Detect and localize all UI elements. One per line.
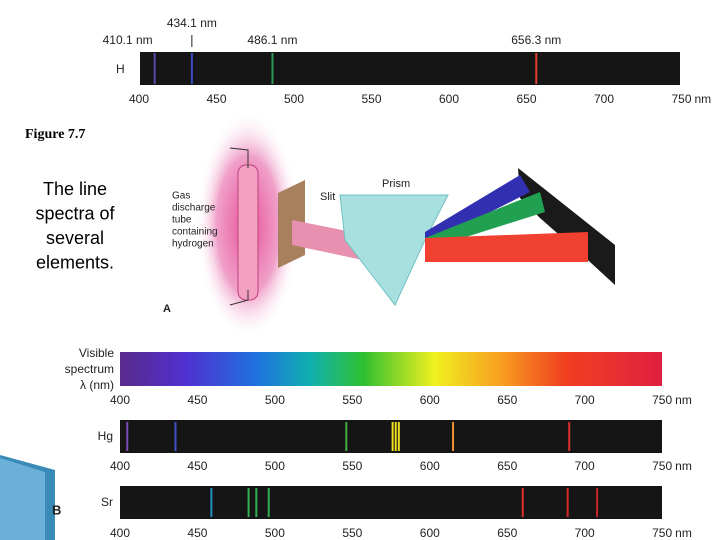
- axis-tick-label: 750: [652, 459, 672, 473]
- element-label: Hg: [98, 429, 113, 443]
- caption-line: several: [46, 228, 104, 248]
- axis-tick-label: 450: [206, 92, 226, 106]
- axis-tick-label: 500: [265, 393, 285, 407]
- axis-unit: nm: [675, 393, 692, 407]
- tube-label: Gas: [172, 191, 190, 202]
- line-label: 486.1 nm: [247, 33, 297, 47]
- element-label: Sr: [101, 495, 113, 509]
- axis-tick-label: 500: [265, 526, 285, 540]
- green-beam: [425, 192, 545, 250]
- axis-tick-label: 650: [497, 459, 517, 473]
- axis-tick-label: 600: [420, 459, 440, 473]
- axis-tick-label: 550: [342, 526, 362, 540]
- light-beam: [292, 220, 372, 262]
- axis-tick-label: 700: [575, 526, 595, 540]
- axis-tick-label: 750: [652, 526, 672, 540]
- axis-tick-label: 500: [265, 459, 285, 473]
- axis-tick-label: 400: [110, 393, 130, 407]
- axis-tick-label: 450: [187, 459, 207, 473]
- axis-tick-label: 450: [187, 526, 207, 540]
- visible-label: λ (nm): [80, 378, 114, 392]
- figure-label: Figure 7.7: [25, 127, 85, 142]
- axis-tick-label: 400: [129, 92, 149, 106]
- caption-line: elements.: [36, 252, 114, 272]
- axis-unit: nm: [675, 526, 692, 540]
- axis-tick-label: 750: [671, 92, 691, 106]
- axis-tick-label: 400: [110, 459, 130, 473]
- tube-label: hydrogen: [172, 239, 214, 250]
- axis-tick-label: 700: [575, 459, 595, 473]
- visible-label: spectrum: [65, 362, 114, 376]
- spectrum-bar: [140, 52, 680, 85]
- panel-letter: B: [52, 502, 61, 517]
- visible-spectrum: [120, 352, 662, 386]
- axis-tick-label: 600: [420, 526, 440, 540]
- axis-tick-label: 750: [652, 393, 672, 407]
- electrode: [229, 147, 249, 306]
- axis-unit: nm: [675, 459, 692, 473]
- caption-line: The line: [43, 179, 107, 199]
- spectrum-bar: [120, 420, 662, 453]
- axis-tick-label: 700: [594, 92, 614, 106]
- panel-letter: A: [163, 303, 171, 315]
- red-beam: [425, 232, 588, 262]
- tube-label: discharge: [172, 203, 216, 214]
- axis-tick-label: 650: [497, 526, 517, 540]
- axis-tick-label: 650: [516, 92, 536, 106]
- axis-tick-label: 700: [575, 393, 595, 407]
- caption-line: spectra of: [35, 203, 115, 223]
- screen: [518, 168, 615, 285]
- line-label: 434.1 nm: [167, 16, 217, 30]
- axis-tick-label: 400: [110, 526, 130, 540]
- prism-label: Prism: [382, 178, 410, 190]
- line-label: 410.1 nm: [103, 33, 153, 47]
- tube-label: tube: [172, 215, 192, 226]
- axis-tick-label: 550: [342, 393, 362, 407]
- axis-tick-label: 450: [187, 393, 207, 407]
- discharge-tube: [237, 164, 259, 301]
- tube-label: containing: [172, 227, 218, 238]
- axis-tick-label: 500: [284, 92, 304, 106]
- axis-tick-label: 550: [361, 92, 381, 106]
- element-label: H: [116, 62, 125, 76]
- axis-tick-label: 600: [420, 393, 440, 407]
- visible-label: Visible: [79, 346, 114, 360]
- line-label: 656.3 nm: [511, 33, 561, 47]
- spectrum-bar: [120, 486, 662, 519]
- axis-tick-label: 650: [497, 393, 517, 407]
- prism: [339, 194, 449, 306]
- axis-tick-label: 550: [342, 459, 362, 473]
- axis-tick-label: 600: [439, 92, 459, 106]
- axis-unit: nm: [695, 92, 712, 106]
- slit-label: Slit: [320, 191, 335, 203]
- slide-decoration: [0, 458, 45, 540]
